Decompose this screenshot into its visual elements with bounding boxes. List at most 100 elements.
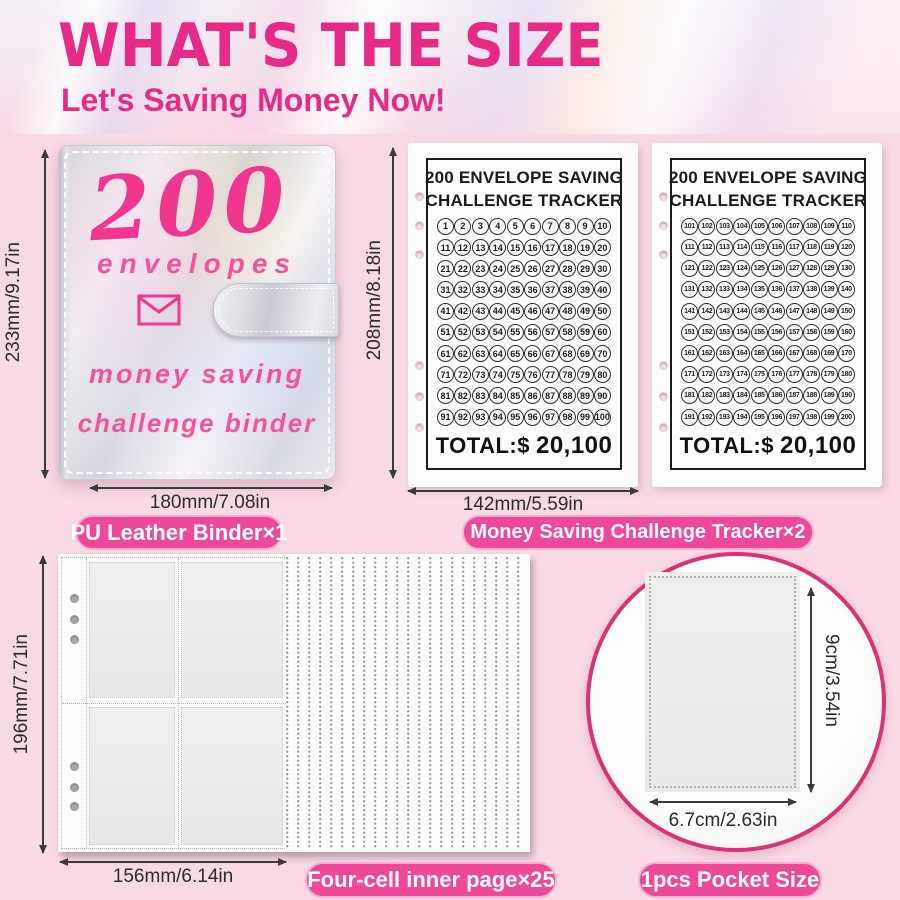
tracker-number: 138 — [803, 281, 821, 299]
tracker-number: 192 — [698, 408, 716, 426]
tracker-number: 111 — [681, 239, 698, 257]
tracker-number: 36 — [524, 281, 542, 299]
tracker-number: 33 — [471, 281, 489, 299]
tracker-number: 5 — [506, 217, 524, 235]
tracker-number-row: 21 22 23 24 25 26 27 28 29 30 — [437, 260, 611, 278]
tracker-number: 177 — [785, 366, 803, 384]
binder-hole — [415, 392, 424, 401]
innerpage-badge: Four-cell inner page×25 — [305, 862, 557, 898]
tracker-number: 84 — [489, 387, 507, 405]
page-subtitle: Let's Saving Money Now! — [61, 82, 446, 118]
tracker-number: 145 — [750, 302, 768, 320]
tracker-number: 158 — [803, 323, 821, 341]
binder-hole — [70, 635, 79, 644]
binder-hole — [659, 392, 668, 401]
tracker-number: 157 — [785, 323, 803, 341]
tracker-number-row: 61 62 63 64 65 66 67 68 69 70 — [437, 345, 611, 362]
tracker-number: 167 — [785, 345, 803, 362]
tracker-number: 118 — [803, 239, 821, 257]
tracker-number: 42 — [454, 302, 472, 320]
tracker-number: 116 — [768, 239, 786, 257]
binder-hole — [70, 762, 79, 771]
tracker-number: 70 — [593, 345, 611, 362]
tracker-number: 125 — [750, 260, 768, 278]
tracker-number-row: 71 72 73 74 75 76 77 78 79 80 — [437, 366, 611, 384]
binder-cover-envelopes: envelopes — [97, 248, 297, 279]
tracker-number: 65 — [506, 345, 524, 362]
tracker-number: 196 — [768, 408, 786, 426]
tracker-number: 6 — [524, 217, 542, 235]
tracker-number: 190 — [837, 387, 855, 405]
tracker-total-value: 20,100 — [535, 432, 613, 459]
tracker-number-row: 51 52 53 54 55 56 57 58 59 60 — [437, 323, 611, 341]
tracker-number: 162 — [698, 345, 716, 362]
tracker-number: 44 — [489, 302, 507, 320]
tracker-number: 186 — [768, 387, 786, 405]
tracker-number: 176 — [768, 366, 786, 384]
tracker-number: 197 — [785, 408, 803, 426]
tracker-total-value: 20,100 — [779, 432, 857, 459]
tracker-number: 142 — [698, 302, 716, 320]
tracker-number: 21 — [437, 260, 454, 278]
tracker-number: 120 — [837, 239, 855, 257]
tracker-height-label: 208mm/8.18in — [364, 240, 385, 361]
tracker-title-line1: 200 ENVELOPE SAVING — [668, 168, 868, 187]
tracker-number: 85 — [506, 387, 524, 405]
tracker-number: 143 — [715, 302, 733, 320]
tracker-number: 50 — [593, 302, 611, 320]
tracker-number: 139 — [820, 281, 838, 299]
tracker-number: 141 — [681, 302, 698, 320]
tracker-number: 183 — [715, 387, 733, 405]
tracker-number: 131 — [681, 281, 698, 299]
tracker-number: 82 — [454, 387, 472, 405]
binder-hole — [659, 250, 668, 259]
tracker-number: 105 — [750, 217, 768, 235]
binder-hole — [659, 221, 668, 230]
tracker-frame: 200 ENVELOPE SAVING CHALLENGE TRACKER 10… — [668, 158, 868, 470]
binder-cover-challenge-binder: challenge binder — [77, 408, 317, 438]
tracker-number: 114 — [733, 239, 751, 257]
binder-cover-count: 200 — [86, 146, 294, 262]
tracker-title-line2: CHALLENGE TRACKER — [669, 190, 867, 210]
tracker-number-row: 121 122 123 124 125 126 127 128 129 130 — [681, 260, 855, 278]
tracker-number: 74 — [489, 366, 507, 384]
tracker-number-row: 131 132 133 134 135 136 137 138 139 140 — [681, 281, 855, 299]
tracker-number: 115 — [750, 239, 768, 257]
pocket-width-label: 6.7cm/2.63in — [668, 810, 778, 831]
tracker-total: TOTAL:$ 20,100 — [436, 432, 613, 460]
tracker-number: 68 — [559, 345, 577, 362]
tracker-number: 147 — [785, 302, 803, 320]
binder-hole — [415, 192, 424, 201]
tracker-number: 51 — [437, 323, 454, 341]
pocket-width-arrow — [650, 801, 796, 803]
tracker-number: 98 — [559, 408, 577, 426]
stacked-pages-edge — [286, 557, 527, 849]
tracker-number: 185 — [750, 387, 768, 405]
tracker-number: 25 — [506, 260, 524, 278]
tracker-number: 91 — [437, 408, 454, 426]
tracker-number: 49 — [576, 302, 594, 320]
tracker-total: TOTAL:$ 20,100 — [680, 432, 857, 460]
tracker-number: 104 — [733, 217, 751, 235]
tracker-number-row: 151 152 153 154 155 156 157 158 159 160 — [681, 323, 855, 341]
binder-width-label: 180mm/7.08in — [149, 492, 271, 513]
binder-hole — [415, 361, 424, 370]
inner-pocket-cell — [181, 707, 283, 845]
tracker-number: 159 — [820, 323, 838, 341]
tracker-number: 173 — [715, 366, 733, 384]
tracker-number: 113 — [715, 239, 733, 257]
tracker-number: 79 — [576, 366, 594, 384]
tracker-number: 127 — [785, 260, 803, 278]
tracker-number: 149 — [820, 302, 838, 320]
tracker-number: 152 — [698, 323, 716, 341]
header-banner: WHAT'S THE SIZE Let's Saving Money Now! — [0, 0, 900, 134]
tracker-number: 64 — [489, 345, 507, 362]
tracker-number: 156 — [768, 323, 786, 341]
tracker-number: 10 — [593, 217, 611, 235]
binder-width-arrow — [90, 487, 332, 489]
tracker-number: 108 — [803, 217, 821, 235]
tracker-number-row: 91 92 93 94 95 96 97 98 99 100 — [437, 408, 611, 426]
tracker-number-row: 11 12 13 14 15 16 17 18 19 20 — [437, 239, 611, 257]
tracker-number: 66 — [524, 345, 542, 362]
tracker-width-arrow — [408, 490, 638, 492]
